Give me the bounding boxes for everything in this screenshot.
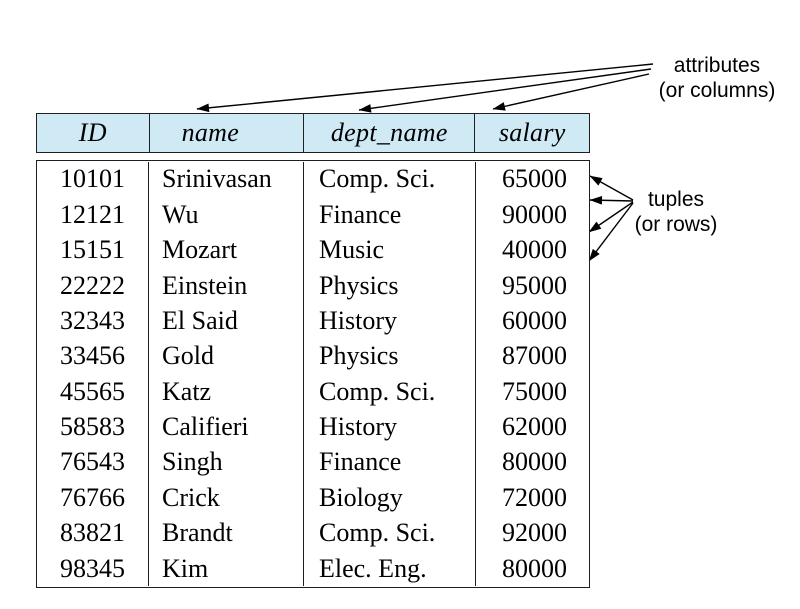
- table-cell: Singh: [149, 444, 304, 481]
- tuples-callout: tuples (or rows): [606, 187, 746, 237]
- table-cell: 75000: [502, 376, 567, 406]
- table-cell: Comp. Sci.: [304, 161, 476, 198]
- table-cell: Biology: [304, 480, 476, 516]
- table-cell: El Said: [149, 303, 304, 339]
- table-cell: 80000: [502, 447, 567, 477]
- tuples-label: tuples: [647, 188, 705, 211]
- table-cell: 72000: [502, 482, 567, 512]
- table-cell: Einstein: [149, 267, 304, 304]
- table-cell: Music: [304, 232, 476, 268]
- attributes-arrows: [196, 63, 654, 113]
- table-header: ID name dept_name salary: [36, 113, 590, 153]
- tuples-sublabel: (or rows): [634, 213, 718, 236]
- table-cell: Srinivasan: [149, 161, 304, 198]
- table-cell: 45565: [37, 374, 149, 410]
- table-cell: 22222: [37, 267, 149, 304]
- table-cell: Comp. Sci.: [304, 515, 476, 551]
- header-cell-dept_name: dept_name: [303, 114, 474, 152]
- table-cell: History: [304, 409, 476, 445]
- header-cell-id: ID: [78, 118, 107, 147]
- table-cell: Katz: [149, 374, 304, 410]
- table-cell: 98345: [37, 550, 149, 587]
- header-cell-name: name: [148, 114, 304, 152]
- table-cell: 95000: [502, 270, 567, 300]
- attributes-sublabel: (or columns): [658, 79, 776, 102]
- table-cell: 12121: [37, 197, 149, 233]
- table-cell: Physics: [304, 267, 476, 304]
- table-cell: 87000: [502, 341, 567, 371]
- table-cell: Comp. Sci.: [304, 374, 476, 410]
- table-cell: Gold: [149, 338, 304, 374]
- table-cell: 62000: [502, 412, 567, 442]
- table-cell: History: [304, 303, 476, 339]
- table-cell: Kim: [149, 550, 304, 587]
- table-cell: 92000: [502, 518, 567, 548]
- table-cell: 10101: [37, 161, 149, 198]
- table-cell: 40000: [502, 235, 567, 265]
- table-cell: 15151: [37, 232, 149, 268]
- table-cell: 76766: [37, 480, 149, 516]
- table-cell: 33456: [37, 338, 149, 374]
- table-cell: 90000: [502, 199, 567, 229]
- table-cell: Finance: [304, 444, 476, 481]
- table-cell: 83821: [37, 515, 149, 551]
- table-cell: 76543: [37, 444, 149, 481]
- table-cell: 32343: [37, 303, 149, 339]
- table-cell: Brandt: [149, 515, 304, 551]
- table-cell: Crick: [149, 480, 304, 516]
- table-cell: Wu: [149, 197, 304, 233]
- attributes-callout: attributes (or columns): [628, 53, 800, 103]
- table-cell: Califieri: [149, 409, 304, 445]
- table-cell: Mozart: [149, 232, 304, 268]
- table-cell: 60000: [502, 305, 567, 335]
- table-cell: Finance: [304, 197, 476, 233]
- table-cell: 58583: [37, 409, 149, 445]
- table-cell: 80000: [502, 553, 567, 583]
- attributes-label: attributes: [673, 54, 761, 77]
- table-cell: 65000: [502, 164, 567, 194]
- table-cell: Elec. Eng.: [304, 550, 476, 587]
- header-cell-salary: salary: [474, 114, 589, 152]
- table-body: 10101 Srinivasan Comp. Sci. 65000 12121 Wu Fin…: [36, 160, 590, 588]
- table-cell: Physics: [304, 338, 476, 374]
